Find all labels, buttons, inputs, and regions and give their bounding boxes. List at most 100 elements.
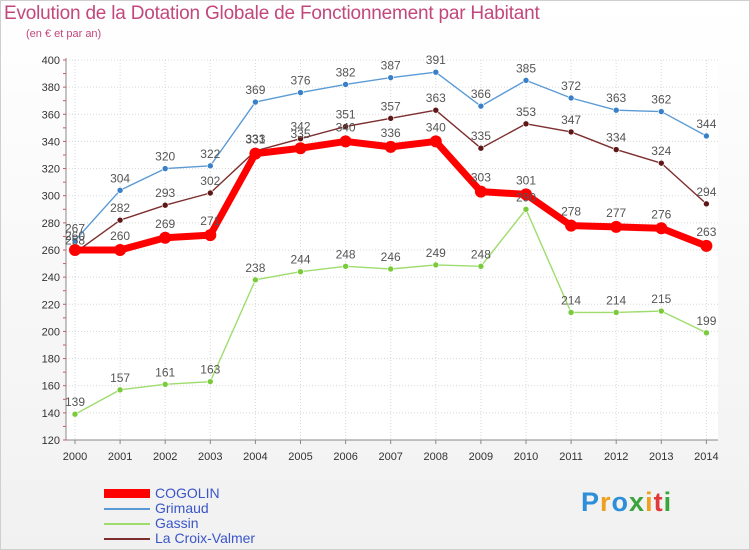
point-cogolin (69, 244, 81, 256)
data-label-la-croix-valmer: 324 (651, 144, 671, 158)
y-tick-label: 280 (42, 218, 60, 230)
point-grimaud (116, 186, 124, 194)
data-label-cogolin: 301 (516, 173, 536, 187)
point-cogolin (294, 142, 307, 155)
y-tick-label: 320 (42, 164, 60, 176)
point-grimaud (252, 98, 259, 106)
data-label-cogolin: 340 (336, 120, 356, 134)
data-label-grimaud: 322 (200, 147, 220, 161)
legend-label-cogolin: COGOLIN (155, 485, 220, 501)
data-label-gassin: 214 (606, 293, 626, 307)
data-label-la-croix-valmer: 335 (471, 129, 491, 143)
point-gassin (71, 410, 79, 418)
point-grimaud (477, 102, 485, 110)
data-label-grimaud: 387 (381, 59, 401, 73)
data-label-cogolin: 335 (290, 127, 310, 141)
y-tick-label: 260 (42, 245, 60, 257)
data-label-la-croix-valmer: 353 (516, 105, 536, 119)
data-label-la-croix-valmer: 282 (110, 201, 130, 215)
x-tick-label: 2010 (514, 451, 538, 463)
chart-title: Evolution de la Dotation Globale de Fonc… (4, 3, 540, 24)
data-label-gassin: 249 (426, 246, 446, 260)
data-label-cogolin: 260 (110, 229, 130, 243)
data-label-grimaud: 304 (110, 171, 130, 185)
point-grimaud (161, 165, 169, 172)
x-tick-label: 2012 (604, 451, 628, 463)
data-label-la-croix-valmer: 342 (290, 120, 310, 134)
y-tick-label: 220 (42, 299, 60, 311)
y-tick-label: 360 (42, 109, 60, 121)
point-la-croix-valmer (116, 216, 124, 224)
data-label-grimaud: 267 (65, 222, 85, 236)
data-label-grimaud: 363 (606, 91, 626, 105)
data-label-grimaud: 362 (651, 93, 671, 107)
data-label-la-croix-valmer: 302 (200, 174, 220, 188)
data-label-grimaud: 372 (561, 79, 581, 93)
point-cogolin (610, 220, 623, 233)
logo-letter: r (600, 487, 612, 517)
logo-letter: o (611, 487, 630, 517)
y-tick-label: 240 (42, 272, 60, 284)
point-cogolin (204, 229, 217, 242)
data-label-la-croix-valmer: 357 (381, 99, 401, 113)
point-cogolin (474, 185, 487, 198)
data-label-la-croix-valmer: 258 (65, 234, 85, 248)
x-tick-label: 2006 (333, 451, 357, 463)
point-la-croix-valmer (161, 201, 169, 209)
data-label-grimaud: 391 (426, 53, 446, 67)
data-label-cogolin: 303 (471, 171, 491, 185)
x-tick-label: 2007 (378, 451, 402, 463)
point-cogolin (565, 219, 578, 232)
point-gassin (207, 378, 214, 385)
point-grimaud (522, 77, 530, 84)
point-grimaud (703, 132, 710, 140)
data-label-grimaud: 320 (155, 150, 175, 164)
point-grimaud (71, 237, 79, 244)
point-la-croix-valmer (703, 200, 710, 208)
point-cogolin (520, 188, 532, 201)
data-label-gassin: 157 (110, 371, 130, 385)
point-cogolin (339, 135, 352, 148)
data-label-gassin: 248 (336, 247, 356, 261)
x-tick-label: 2004 (243, 451, 267, 463)
point-gassin (161, 381, 169, 388)
legend-swatch-cogolin (104, 489, 150, 498)
data-label-cogolin: 263 (696, 225, 716, 239)
data-label-gassin: 214 (561, 293, 581, 307)
data-label-gassin: 238 (245, 261, 265, 275)
point-gassin (567, 309, 575, 316)
point-gassin (116, 386, 124, 394)
point-gassin (297, 268, 304, 276)
data-label-gassin: 290 (516, 190, 536, 204)
data-label-gassin: 244 (290, 253, 310, 267)
y-tick-label: 160 (42, 381, 60, 393)
data-label-cogolin: 336 (381, 126, 401, 140)
point-la-croix-valmer (342, 123, 349, 130)
point-gassin (703, 329, 710, 337)
data-label-grimaud: 369 (245, 83, 265, 97)
x-tick-label: 2003 (198, 451, 222, 463)
data-label-grimaud: 376 (290, 74, 310, 88)
point-cogolin (159, 231, 172, 244)
point-gassin (432, 261, 440, 269)
y-tick-label: 140 (42, 408, 60, 420)
data-label-gassin: 215 (651, 292, 671, 306)
data-label-gassin: 139 (65, 395, 85, 409)
logo-letter: x (629, 487, 646, 517)
x-tick-label: 2013 (649, 451, 673, 463)
point-la-croix-valmer (522, 120, 530, 128)
legend-label-gassin: Gassin (155, 515, 199, 531)
data-label-la-croix-valmer: 293 (155, 186, 175, 200)
y-tick-label: 120 (42, 435, 60, 447)
x-tick-label: 2008 (424, 451, 448, 463)
point-grimaud (207, 162, 214, 170)
legend-swatch-la-croix-valmer (104, 538, 150, 540)
data-label-grimaud: 366 (471, 87, 491, 101)
data-label-cogolin: 260 (65, 229, 85, 243)
y-tick-label: 340 (42, 136, 60, 148)
data-label-la-croix-valmer: 334 (606, 131, 626, 145)
data-label-cogolin: 340 (426, 120, 446, 134)
data-label-grimaud: 382 (336, 65, 356, 79)
point-cogolin (114, 244, 127, 256)
